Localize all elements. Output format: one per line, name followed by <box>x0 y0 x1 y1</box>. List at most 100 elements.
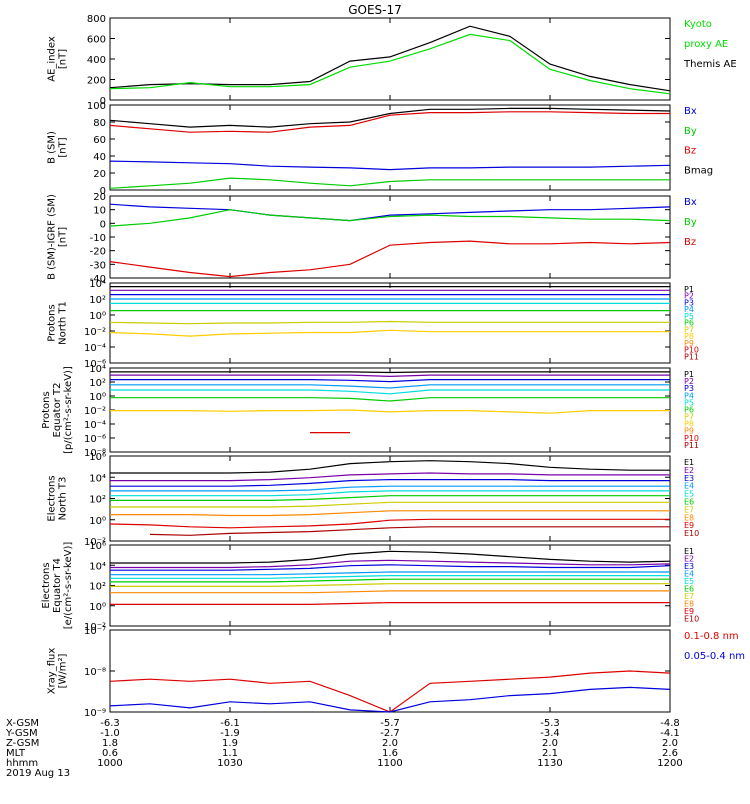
series-line-bmag <box>109 107 671 128</box>
series-line-e7 <box>110 501 670 508</box>
footer-cell: 1.8 <box>102 738 118 749</box>
footer-cell: 1030 <box>217 758 242 769</box>
y-axis-label: [nT] <box>58 49 69 69</box>
y-axis-label: North T1 <box>58 301 69 345</box>
y-axis-label: [W/m²] <box>58 653 69 688</box>
footer-row-label: Z-GSM <box>6 738 39 749</box>
legend-entry: E9 <box>684 521 694 530</box>
legend-entry: P1 <box>684 285 694 294</box>
y-tick-label: 10⁻⁸ <box>84 667 106 678</box>
footer-cell: -6.1 <box>220 718 240 729</box>
footer-cell: 1.6 <box>382 748 398 759</box>
y-tick-label: 10⁴ <box>89 561 106 572</box>
panel-bsm: 100 80 60 40 20 0 B (SM) [nT] Bx By Bz Bmag <box>47 101 714 197</box>
legend-entry: E6 <box>684 498 694 507</box>
legend-entry: P4 <box>684 391 694 400</box>
series-line-bx <box>109 160 671 171</box>
footer-cell: 0.6 <box>102 748 118 759</box>
series-line-p5 <box>110 389 670 395</box>
y-tick-label: 10⁻⁴ <box>84 343 106 354</box>
y-tick-label: 10⁻² <box>84 406 106 417</box>
y-tick-label: 10⁶ <box>89 452 106 463</box>
legend-entry: Bx <box>684 106 697 117</box>
series-line-e1 <box>110 550 671 564</box>
panel-frame <box>109 544 671 627</box>
panel-bigrf: 20 10 0 -10 -20 -30 -40 B (SM)-IGRF (SM) [nT] Bx B… <box>47 192 697 285</box>
y-tick-label: 10² <box>89 495 106 506</box>
panel-frame <box>109 104 671 191</box>
y-tick-label: 10⁶ <box>89 541 106 552</box>
legend-entry: E2 <box>684 466 694 475</box>
legend-entry: P10 <box>684 346 699 355</box>
legend-entry: E3 <box>684 562 694 571</box>
footer-row-label: X-GSM <box>6 718 39 729</box>
series-line-p1 <box>110 371 670 374</box>
legend-entry: P2 <box>684 377 694 386</box>
footer-cell: -4.1 <box>660 728 680 739</box>
y-tick-label: 10⁴ <box>89 364 106 375</box>
y-tick-label: 10⁰ <box>89 516 106 527</box>
y-tick-label: 10⁴ <box>89 473 106 484</box>
footer-cell: 1.9 <box>222 738 238 749</box>
series-line-0-1-0-8-nm <box>109 670 671 713</box>
legend-entry: P10 <box>684 434 699 443</box>
y-axis-label: Equator T2 <box>52 383 63 438</box>
y-axis-label: [e/(cm²-s-sr-keV)] <box>63 542 74 630</box>
series-line-e2 <box>110 559 671 569</box>
legend-entry: P5 <box>684 312 694 321</box>
panel-ae: 800 600 400 200 0 AE_index [nT] Kyoto proxy AE Th… <box>47 14 737 107</box>
y-axis-label: Equator T4 <box>52 558 63 613</box>
y-tick-label: 10⁻⁷ <box>84 626 106 637</box>
y-tick-label: 10⁰ <box>89 311 106 322</box>
series-line-e4 <box>110 485 670 492</box>
series-line-e9 <box>110 602 670 605</box>
legend-entry: P3 <box>684 298 694 307</box>
series-line-e3 <box>110 479 670 487</box>
legend-entry: Bz <box>684 146 696 157</box>
series-line-e8 <box>110 590 670 594</box>
y-tick-label: 100 <box>87 101 106 112</box>
legend-entry: E4 <box>684 570 694 579</box>
legend-entry: P7 <box>684 413 694 422</box>
y-tick-label: 10² <box>89 378 106 389</box>
legend-entry: proxy AE <box>684 39 728 50</box>
y-tick-label: 10⁴ <box>89 279 106 290</box>
y-tick-label: -40 <box>90 274 106 285</box>
legend-entry: By <box>684 126 697 137</box>
legend-entry: E6 <box>684 585 694 594</box>
footer-cell: -6.3 <box>100 718 120 729</box>
series-line-p2 <box>110 374 670 378</box>
legend-entry: E4 <box>684 482 694 491</box>
y-tick-label: 0 <box>100 219 106 230</box>
legend-entry: Themis AE <box>683 59 737 70</box>
y-axis-label: AE_index <box>47 36 58 82</box>
y-tick-label: 0 <box>100 186 106 197</box>
series-line-e10 <box>149 526 670 536</box>
legend-entry: P3 <box>684 384 694 393</box>
series-line-p4 <box>110 384 670 389</box>
footer-cell: -2.7 <box>380 728 400 739</box>
y-tick-label: 200 <box>87 76 106 87</box>
panel-frame <box>109 17 671 101</box>
chart-title: GOES-17 <box>348 3 402 17</box>
y-tick-label: 10⁻² <box>84 622 106 633</box>
legend-entry: P6 <box>684 319 694 328</box>
y-tick-label: 10⁰ <box>89 392 106 403</box>
series-line-bz <box>109 111 670 133</box>
footer-cell: -1.9 <box>220 728 240 739</box>
legend-entry: P8 <box>684 332 694 341</box>
series-line-e7 <box>110 583 670 587</box>
legend-entry: E8 <box>684 513 694 522</box>
y-tick-label: 10⁻⁶ <box>84 359 106 370</box>
legend-entry: E5 <box>684 490 694 499</box>
series-line-e6 <box>110 578 670 583</box>
series-line-p6 <box>110 397 670 402</box>
legend-entry: E2 <box>684 555 694 564</box>
legend-entry: E10 <box>684 615 699 624</box>
footer-cell: 1000 <box>97 758 122 769</box>
series-line-p7 <box>110 409 670 414</box>
legend-entry: E5 <box>684 577 694 586</box>
series-line-e3 <box>110 564 671 571</box>
